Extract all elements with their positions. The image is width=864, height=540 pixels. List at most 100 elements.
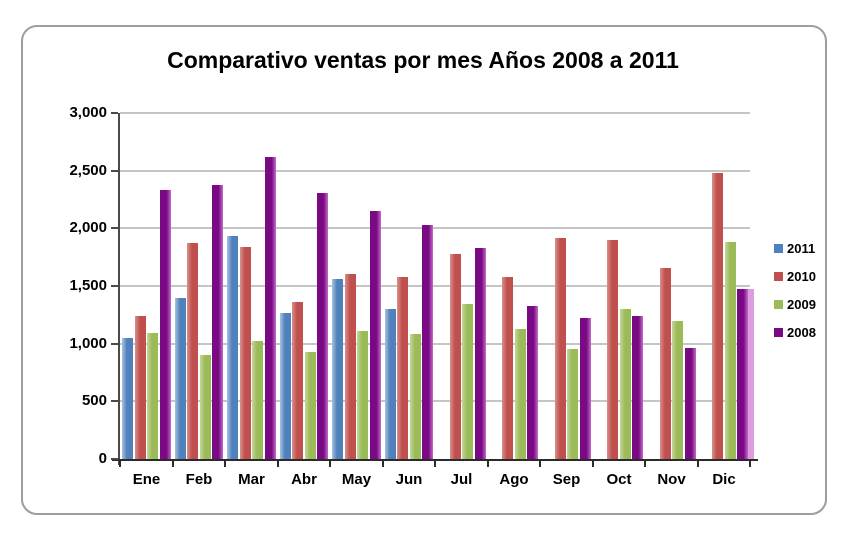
bar-2010-Oct xyxy=(607,239,619,459)
bar-2009-Sep xyxy=(567,349,579,459)
bar-2009-Ene xyxy=(147,333,159,459)
y-axis-tick xyxy=(111,342,118,345)
chart-frame: Comparativo ventas por mes Años 2008 a 2… xyxy=(21,25,827,515)
legend-label: 2009 xyxy=(787,296,816,312)
legend-swatch-icon xyxy=(774,327,783,337)
y-axis-tick-label: 2,500 xyxy=(69,161,107,179)
x-axis-tick xyxy=(749,461,751,467)
legend: 2011 2010 2009 2008 xyxy=(774,239,816,341)
x-axis-category-label: Mar xyxy=(238,471,265,488)
bar-2008-Oct xyxy=(632,316,644,459)
x-axis-tick xyxy=(644,461,646,467)
bar-2011-Mar xyxy=(227,236,239,459)
x-axis-tick xyxy=(381,461,384,467)
x-axis-tick xyxy=(539,461,541,467)
gridline xyxy=(120,400,750,403)
bar-2011-Jun xyxy=(384,309,396,459)
bar-2009-Jun xyxy=(409,334,421,459)
x-axis-category-label: Ago xyxy=(499,471,529,488)
legend-item-2010: 2010 xyxy=(774,267,816,285)
bar-2010-Ago xyxy=(502,276,514,459)
bar-2010-Abr xyxy=(292,302,304,459)
bar-2008-Sep xyxy=(579,318,591,459)
bar-2009-Feb xyxy=(199,355,211,459)
legend-item-2008: 2008 xyxy=(774,323,816,341)
x-axis-category-label: Feb xyxy=(185,471,213,488)
bar-2008-Jun xyxy=(422,224,434,459)
y-axis-tick xyxy=(111,227,118,230)
bar-2010-Jul xyxy=(449,253,461,459)
gridline xyxy=(120,169,750,172)
bar-2010-Dic xyxy=(712,172,724,459)
x-axis-tick xyxy=(171,461,174,467)
chart-title: Comparativo ventas por mes Años 2008 a 2… xyxy=(167,47,679,73)
x-axis-category-label: Sep xyxy=(552,471,581,488)
x-axis-tick xyxy=(119,461,121,467)
legend-swatch-icon xyxy=(774,243,783,253)
bar-2011-May xyxy=(332,279,344,459)
gridline xyxy=(120,227,750,230)
bar-2009-Oct xyxy=(619,309,631,459)
x-axis-tick xyxy=(696,461,699,467)
y-axis-tick-label: 1,000 xyxy=(69,334,107,352)
y-axis-tick xyxy=(111,112,118,114)
bar-2011-Abr xyxy=(279,312,291,459)
bar-2009-Ago xyxy=(514,328,526,459)
bar-2009-Jul xyxy=(462,304,474,459)
bar-2009-Mar xyxy=(252,341,264,459)
bar-2008-Dic xyxy=(737,289,749,459)
bar-2010-Ene xyxy=(134,316,146,459)
x-axis-tick xyxy=(486,461,489,467)
y-axis-tick xyxy=(111,169,118,172)
y-axis-tick-label: 3,000 xyxy=(69,104,107,121)
bar-2010-Nov xyxy=(659,267,671,459)
legend-swatch-icon xyxy=(774,271,783,281)
y-axis-line xyxy=(118,113,120,465)
y-axis-tick xyxy=(111,458,118,460)
gridline xyxy=(120,342,750,345)
x-axis-tick xyxy=(434,461,436,467)
x-axis-tick xyxy=(224,461,226,467)
bar-2008-Abr xyxy=(317,192,329,459)
gridline xyxy=(120,112,750,114)
legend-item-2011: 2011 xyxy=(774,239,816,257)
y-axis-tick-label: 2,000 xyxy=(69,219,107,237)
bar-2009-May xyxy=(357,330,369,459)
bar-2011-Feb xyxy=(174,297,186,459)
bar-2008-Feb xyxy=(212,185,224,459)
edge-strip xyxy=(748,289,755,459)
bar-2008-Ene xyxy=(159,190,171,459)
bar-2009-Dic xyxy=(724,242,736,459)
bar-2010-Jun xyxy=(397,276,409,459)
x-axis-category-label: Dic xyxy=(712,471,736,488)
legend-swatch-icon xyxy=(774,299,783,309)
x-axis-tick xyxy=(276,461,279,467)
bar-2008-Ago xyxy=(527,305,539,459)
x-axis-category-label: Jul xyxy=(450,471,473,488)
x-axis-tick xyxy=(329,461,331,467)
x-axis-tick xyxy=(591,461,594,467)
bar-2008-Jul xyxy=(474,247,486,459)
x-axis-category-label: May xyxy=(341,471,372,488)
y-axis-tick-label: 1,500 xyxy=(69,277,107,294)
bar-2009-Abr xyxy=(304,351,316,459)
bar-2010-May xyxy=(344,274,356,459)
bar-2011-Ene xyxy=(122,337,134,459)
x-axis-category-label: Oct xyxy=(606,471,632,488)
x-axis-category-label: Jun xyxy=(395,471,423,488)
legend-item-2009: 2009 xyxy=(774,295,816,313)
bar-2009-Nov xyxy=(672,320,684,459)
bar-2008-Nov xyxy=(684,348,696,459)
gridline xyxy=(120,285,750,287)
legend-label: 2011 xyxy=(787,240,816,256)
plot-area xyxy=(111,112,758,467)
x-axis-category-label: Abr xyxy=(291,471,317,488)
y-axis-tick-label: 0 xyxy=(98,450,107,467)
bar-2008-May xyxy=(369,211,381,459)
bar-2008-Mar xyxy=(264,156,276,459)
x-axis-category-label: Nov xyxy=(657,471,686,488)
y-axis-tick xyxy=(111,400,118,403)
legend-label: 2008 xyxy=(787,324,816,340)
x-axis-line xyxy=(112,459,758,461)
bar-2010-Feb xyxy=(187,242,199,459)
